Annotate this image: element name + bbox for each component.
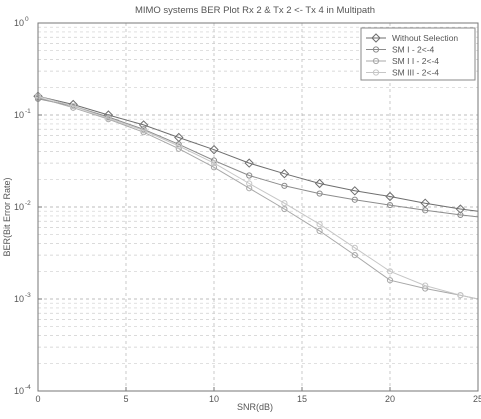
y-tick-exponent: -1: [25, 108, 31, 115]
x-axis-label: SNR(dB): [237, 402, 273, 412]
series-layer: [33, 91, 479, 300]
data-point: [457, 292, 464, 299]
data-point: [314, 178, 325, 189]
x-tick-label: 0: [35, 394, 40, 404]
data-point: [316, 221, 323, 228]
series-line: [37, 95, 479, 300]
x-tick-label: 20: [385, 394, 395, 404]
y-tick-label: 10: [14, 110, 24, 120]
data-point: [350, 186, 360, 196]
series-line: [37, 98, 479, 218]
plot-area-frame: [37, 22, 479, 392]
data-point: [316, 190, 323, 197]
data-point: [140, 127, 147, 134]
data-point: [351, 252, 358, 259]
legend-marker: [372, 57, 380, 65]
data-point: [209, 144, 219, 155]
data-point: [244, 158, 254, 168]
data-point: [279, 169, 290, 179]
data-point: [210, 160, 218, 167]
y-tick-label: 10: [14, 18, 24, 28]
chart-title: MIMO systems BER Plot Rx 2 & Tx 2 <- Tx …: [135, 5, 375, 16]
series-line: [37, 95, 479, 212]
data-point: [455, 204, 466, 214]
data-point: [281, 182, 288, 189]
data-point: [281, 205, 288, 213]
legend-label: SM I - 2<-4: [392, 45, 435, 55]
data-point: [422, 282, 429, 289]
legend-label: SM I I - 2<-4: [392, 56, 439, 66]
x-tick-label: 10: [209, 394, 219, 404]
legend: Without Selection SM I - 2<-4SM I I - 2<-…: [360, 27, 476, 81]
y-tick-label: 10: [14, 386, 24, 396]
y-tick-label: 10: [14, 202, 24, 212]
x-tick-label: 5: [123, 394, 128, 404]
data-point: [281, 200, 288, 207]
data-point: [457, 211, 464, 219]
data-point: [385, 191, 395, 202]
data-point: [351, 196, 358, 203]
data-point: [420, 198, 430, 208]
y-tick-exponent: -2: [25, 200, 31, 207]
data-point: [316, 227, 323, 234]
data-point: [386, 201, 394, 209]
data-point: [105, 115, 112, 122]
legend-marker: [371, 33, 381, 43]
x-tick-label: 15: [297, 394, 307, 404]
y-tick-label: 10: [14, 294, 24, 304]
data-point: [351, 244, 358, 251]
y-axis-label: BER(Bit Error Rate): [2, 177, 12, 256]
legend-marker: [372, 69, 380, 76]
y-tick-exponent: -4: [25, 384, 31, 391]
legend-label: SM III - 2<-4: [392, 68, 439, 78]
data-point: [175, 142, 182, 150]
series-line: [37, 97, 479, 300]
y-tick-exponent: 0: [25, 16, 29, 23]
data-point: [140, 129, 147, 136]
legend-box: [360, 27, 476, 81]
data-point: [386, 268, 394, 275]
legend-label: Without Selection: [392, 33, 458, 43]
data-point: [246, 172, 253, 179]
data-point: [386, 277, 394, 284]
data-point: [422, 207, 429, 214]
data-point: [246, 180, 253, 187]
data-point: [210, 164, 218, 171]
legend-marker: [372, 46, 380, 53]
x-tick-label: 25: [473, 394, 481, 404]
data-point: [70, 102, 77, 110]
y-tick-exponent: -3: [25, 292, 31, 299]
